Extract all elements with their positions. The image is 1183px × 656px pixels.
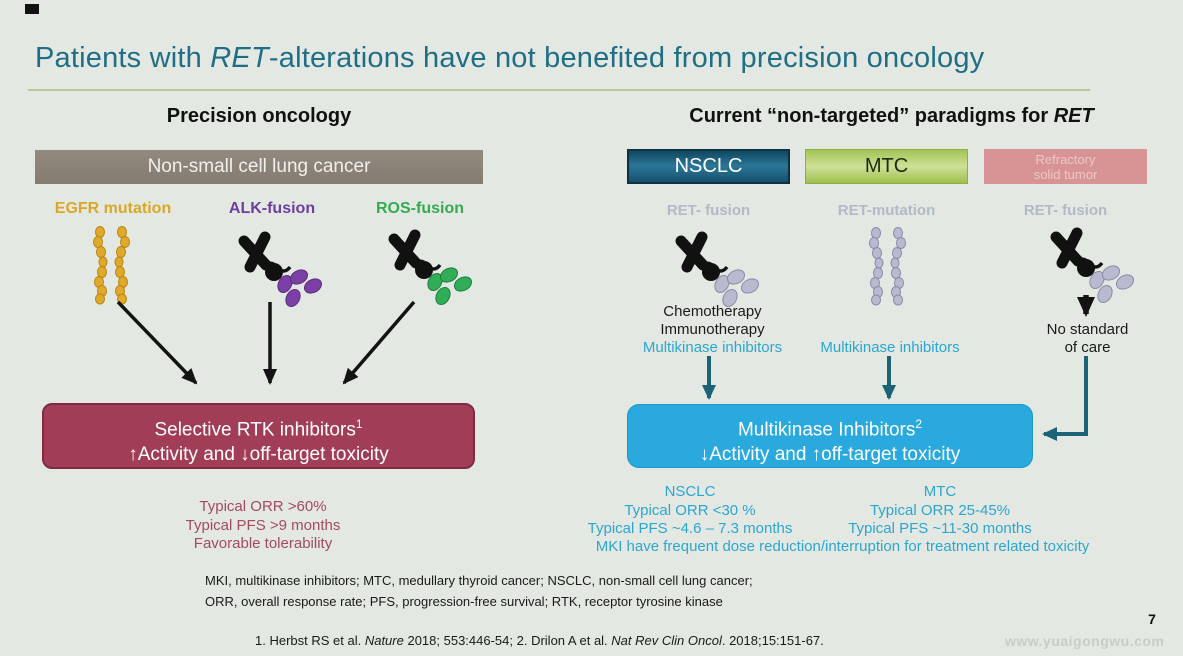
- nsclc-mki-stats: NSCLC Typical ORR <30 % Typical PFS ~4.6…: [578, 483, 802, 539]
- nsclc-type-box: NSCLC: [627, 149, 790, 184]
- title-pre: Patients with: [35, 42, 211, 74]
- watermark: www.yuaigongwu.com: [1005, 633, 1165, 649]
- ros-fusion-chromosome-icon: [388, 229, 473, 306]
- rtk-box-superscript: 1: [355, 417, 363, 431]
- multikinase-inhibitors-label-nsclc: Multikinase inhibitors: [642, 339, 783, 356]
- nsclc-stats-pfs: Typical PFS ~4.6 – 7.3 months: [587, 520, 793, 537]
- mki-toxicity-note: MKI have frequent dose reduction/interru…: [595, 538, 1090, 555]
- stat-pfs: Typical PFS >9 months: [185, 516, 341, 534]
- immunotherapy-label: Immunotherapy: [660, 321, 765, 338]
- slide-title: Patients with RET-alterations have not b…: [35, 42, 1155, 75]
- precision-oncology-stats: Typical ORR >60% Typical PFS >9 months F…: [108, 498, 418, 554]
- stat-tolerability: Favorable tolerability: [193, 535, 333, 552]
- selective-rtk-inhibitors-box: Selective RTK inhibitors1 ↑Activity and …: [42, 403, 475, 469]
- abbrev-line2: ORR, overall response rate; PFS, progres…: [205, 593, 723, 609]
- page-number: 7: [1148, 611, 1156, 627]
- stat-orr: Typical ORR >60%: [199, 498, 327, 515]
- mtc-therapy-text: Multikinase inhibitors: [795, 339, 985, 357]
- egfr-mutation-label: EGFR mutation: [54, 200, 172, 217]
- ret-fusion-chromosome-icon-nsclc: [675, 231, 760, 308]
- multikinase-inhibitors-box: Multikinase Inhibitors2 ↓Activity and ↑o…: [627, 404, 1033, 468]
- right-header-pre: Current “non-targeted” paradigms for: [689, 105, 1054, 127]
- ret-mutation-label-mtc: RET-mutation: [837, 202, 936, 219]
- right-section-header: Current “non-targeted” paradigms for RET: [600, 105, 1183, 128]
- egfr-chromosome-icon: [93, 226, 130, 305]
- refractory-line2: solid tumor: [1033, 166, 1098, 182]
- nsclc-stats-header: NSCLC: [664, 483, 716, 500]
- mki-box-superscript: 2: [915, 417, 923, 431]
- ref1-pre: 1. Herbst RS et al.: [255, 633, 365, 648]
- no-standard-line1: No standard: [1046, 321, 1129, 338]
- right-header-gene-ret: RET: [1053, 105, 1094, 127]
- alk-fusion-label: ALK-fusion: [228, 200, 316, 217]
- mki-box-line2: ↓Activity and ↑off-target toxicity: [699, 444, 961, 466]
- corner-mark: [25, 4, 39, 14]
- left-section-header: Precision oncology: [166, 105, 352, 127]
- alk-fusion-chromosome-icon: [238, 231, 323, 308]
- ref2-post: . 2018;15:151-67.: [721, 633, 824, 648]
- rtk-box-title: Selective RTK inhibitors: [154, 419, 356, 441]
- rtk-box-line1: Selective RTK inhibitors1: [44, 412, 473, 442]
- title-divider: [28, 89, 1090, 91]
- ref1-mid: 2018; 553:446-54; 2. Drilon A et al.: [403, 633, 612, 648]
- nsclc-cancer-bar: Non-small cell lung cancer: [35, 150, 483, 184]
- nsclc-therapy-text: Chemotherapy Immunotherapy Multikinase i…: [615, 303, 810, 357]
- chemotherapy-label: Chemotherapy: [663, 303, 762, 320]
- mtc-stats-orr: Typical ORR 25-45%: [869, 501, 1011, 519]
- ret-fusion-label-refractory: RET- fusion: [1023, 202, 1108, 219]
- ref1-journal: Nature: [364, 633, 404, 648]
- mki-box-line1: Multikinase Inhibitors2: [628, 412, 1032, 442]
- mtc-mki-stats: MTC Typical ORR 25-45% Typical PFS ~11-3…: [828, 483, 1052, 539]
- nsclc-stats-orr: Typical ORR <30 %: [624, 501, 756, 519]
- left-converging-arrows: [116, 300, 416, 385]
- ret-fusion-label-nsclc: RET- fusion: [666, 202, 751, 219]
- rtk-box-line2: ↑Activity and ↓off-target toxicity: [128, 444, 389, 466]
- ret-fusion-chromosome-icon-refractory: [1050, 227, 1135, 304]
- title-post: -alterations have not benefited from pre…: [268, 42, 985, 74]
- refractory-line1: Refractory: [1035, 151, 1096, 167]
- ret-chromosome-icon-mtc: [869, 227, 906, 306]
- mki-box-title: Multikinase Inhibitors: [737, 419, 916, 441]
- ros-fusion-label: ROS-fusion: [376, 200, 464, 217]
- no-standard-line2: of care: [1064, 339, 1111, 356]
- abbrev-line1: MKI, multikinase inhibitors; MTC, medull…: [205, 573, 753, 588]
- mtc-type-box: MTC: [805, 149, 968, 184]
- refractory-type-box: Refractory solid tumor: [984, 149, 1147, 184]
- title-gene-ret: RET: [210, 42, 269, 74]
- multikinase-inhibitors-label-mtc: Multikinase inhibitors: [820, 339, 960, 356]
- abbreviations-footnote: MKI, multikinase inhibitors; MTC, medull…: [205, 571, 905, 612]
- mtc-stats-header: MTC: [923, 483, 957, 500]
- no-standard-of-care-text: No standard of care: [1020, 321, 1155, 357]
- mtc-stats-pfs: Typical PFS ~11-30 months: [848, 520, 1032, 537]
- reference-citation: 1. Herbst RS et al. Nature 2018; 553:446…: [255, 633, 955, 648]
- ref2-journal: Nat Rev Clin Oncol: [611, 633, 722, 648]
